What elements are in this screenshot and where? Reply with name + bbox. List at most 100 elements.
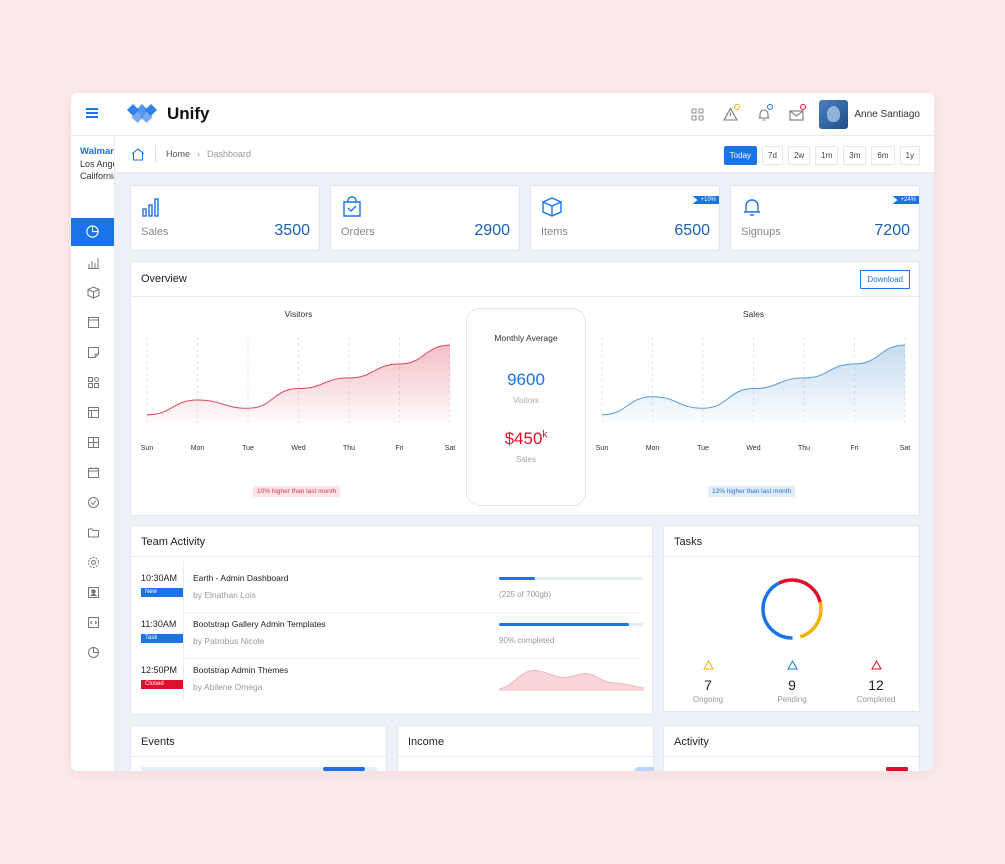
sidebar-item-reports[interactable] xyxy=(85,644,101,660)
apps-grid-icon[interactable] xyxy=(681,99,714,129)
sidebar-item-settings[interactable] xyxy=(85,554,101,570)
sidebar-item-dashboard[interactable] xyxy=(71,218,114,246)
notification-bell-icon[interactable] xyxy=(747,99,780,129)
task-stat-completed: 12 Completed xyxy=(846,657,906,704)
sidebar-item-analytics[interactable] xyxy=(85,254,101,270)
range-2w[interactable]: 2w xyxy=(787,146,811,165)
monthly-average-title: Monthly Average xyxy=(494,333,558,343)
activity-badge: Task xyxy=(141,634,183,643)
activity-time: 10:30AM xyxy=(141,573,178,583)
activity-time: 11:30AM xyxy=(141,619,177,629)
income-header: Income xyxy=(398,726,653,757)
logo-mark-icon xyxy=(127,104,157,123)
sidebar-item-products[interactable] xyxy=(85,284,101,300)
activity-row[interactable]: 10:30AM New Earth - Admin Dashboard by E… xyxy=(141,561,643,619)
sidebar-item-calendar[interactable] xyxy=(85,464,101,480)
x-tick-label: Thu xyxy=(342,445,356,452)
triangle-icon xyxy=(786,659,798,670)
income-card: Income xyxy=(397,725,654,771)
team-activity-card: Team Activity 10:30AM New Earth - Admin … xyxy=(130,525,653,715)
overview-header: Overview Download xyxy=(131,262,919,297)
stat-card-items: Items 6500 +10% xyxy=(530,185,720,251)
visitors-chart-title: Visitors xyxy=(284,309,313,319)
sidebar-item-tasks[interactable] xyxy=(85,494,101,510)
range-today[interactable]: Today xyxy=(723,146,758,165)
triangle-icon xyxy=(702,659,714,670)
x-tick-label: Tue xyxy=(697,445,709,452)
mail-icon[interactable] xyxy=(780,99,813,129)
sidebar-item-widgets[interactable] xyxy=(85,374,101,390)
sidebar-item-layout[interactable] xyxy=(85,404,101,420)
sidebar: Walmart Los Angeles, California xyxy=(71,136,115,771)
sales-chart-title: Sales xyxy=(742,309,765,319)
notification-dot xyxy=(767,104,774,110)
events-button[interactable] xyxy=(323,767,365,771)
activity-row[interactable]: 12:50PM Closed Bootstrap Admin Themes by… xyxy=(141,653,644,711)
stat-label: Orders xyxy=(341,226,375,238)
x-tick-label: Tue xyxy=(242,445,254,452)
sidebar-item-folders[interactable] xyxy=(85,524,101,540)
main-content: Home › Dashboard Today 7d 2w 1m 3m 6m 1y… xyxy=(115,136,934,771)
income-chart-hint xyxy=(634,767,654,771)
sidebar-item-contacts[interactable] xyxy=(85,584,101,600)
activity-badge xyxy=(886,767,908,771)
user-name[interactable]: Anne Santiago xyxy=(854,108,920,120)
monthly-average-panel: Monthly Average 9600 Visitors $450k Sale… xyxy=(466,308,586,506)
breadcrumb-divider xyxy=(155,146,156,162)
user-avatar[interactable] xyxy=(819,99,849,129)
sales-average-label: Sales xyxy=(515,455,536,464)
pie-chart-icon xyxy=(86,225,99,238)
activity-time: 12:50PM xyxy=(141,665,178,675)
breadcrumb-current: Dashboard xyxy=(207,149,252,159)
stat-change-badge: +24% xyxy=(892,196,919,204)
range-1m[interactable]: 1m xyxy=(815,146,839,165)
tasks-donut-chart xyxy=(761,578,823,640)
range-3m[interactable]: 3m xyxy=(843,146,867,165)
chevron-right-icon: › xyxy=(197,149,201,159)
alert-dot xyxy=(734,104,741,110)
menu-toggle-icon[interactable] xyxy=(86,108,98,118)
box-icon xyxy=(542,197,562,217)
alert-triangle-icon[interactable] xyxy=(714,99,747,129)
layout-icon xyxy=(87,406,99,418)
stat-change-badge: +10% xyxy=(692,196,719,204)
sidebar-item-window[interactable] xyxy=(85,314,101,330)
visitors-chart xyxy=(146,337,451,423)
range-7d[interactable]: 7d xyxy=(762,146,783,165)
donut-pending xyxy=(761,578,823,640)
events-banner xyxy=(141,767,377,771)
task-count: 9 xyxy=(788,677,796,693)
activity-title: Bootstrap Gallery Admin Templates xyxy=(193,619,326,629)
date-range-selector: Today 7d 2w 1m 3m 6m 1y xyxy=(719,146,920,165)
x-tick-label: Fri xyxy=(850,445,859,452)
bar-chart-icon xyxy=(87,257,99,269)
progress-fill xyxy=(499,623,629,626)
activity-row[interactable]: 11:30AM Task Bootstrap Gallery Admin Tem… xyxy=(141,607,643,665)
sidebar-item-notes[interactable] xyxy=(85,344,101,360)
home-icon[interactable] xyxy=(131,147,145,161)
activity-progress-bar xyxy=(499,577,643,580)
task-label: Ongoing xyxy=(692,695,724,704)
events-card: Events xyxy=(130,725,387,771)
events-header: Events xyxy=(131,726,386,757)
tasks-card: Tasks 7 Ongoing 9 Pending 12 Completed xyxy=(663,525,920,712)
activity-author: by Patrobus Nicole xyxy=(193,636,265,646)
location-name: Walmart xyxy=(80,146,115,157)
task-stat-pending: 9 Pending xyxy=(762,657,822,704)
stat-label: Sales xyxy=(141,226,169,238)
x-tick-label: Thu xyxy=(797,445,811,452)
stat-label: Items xyxy=(541,226,568,238)
x-tick-label: Wed xyxy=(291,445,306,452)
visitors-note: 10% higher than last month xyxy=(253,486,341,497)
range-1y[interactable]: 1y xyxy=(899,146,920,165)
sales-chart xyxy=(601,337,906,423)
download-button[interactable]: Download xyxy=(860,270,910,289)
sidebar-item-tables[interactable] xyxy=(85,434,101,450)
app-logo[interactable]: Unify xyxy=(123,101,210,127)
range-6m[interactable]: 6m xyxy=(871,146,895,165)
breadcrumb-home[interactable]: Home xyxy=(166,149,191,159)
location-info: Walmart Los Angeles, California xyxy=(80,146,115,182)
sidebar-item-code[interactable] xyxy=(85,614,101,630)
timeline-line xyxy=(183,653,184,699)
folder-icon xyxy=(87,528,99,537)
